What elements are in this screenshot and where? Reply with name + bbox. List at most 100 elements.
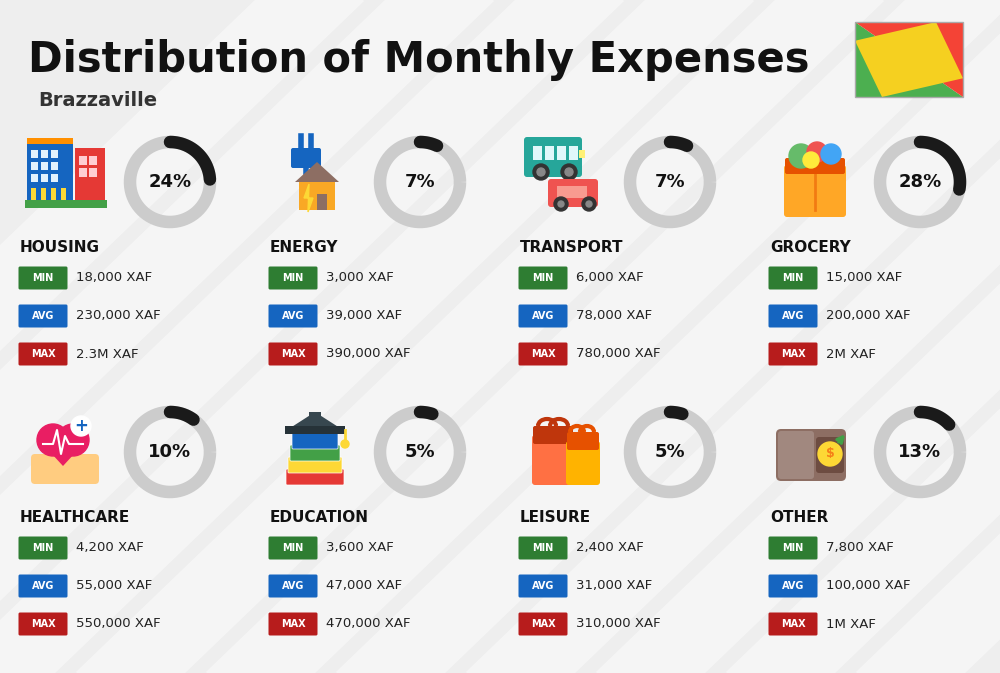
Text: TRANSPORT: TRANSPORT bbox=[520, 240, 624, 255]
FancyBboxPatch shape bbox=[268, 612, 318, 635]
Text: ENERGY: ENERGY bbox=[270, 240, 338, 255]
FancyBboxPatch shape bbox=[268, 267, 318, 289]
Text: 200,000 XAF: 200,000 XAF bbox=[826, 310, 910, 322]
Text: MAX: MAX bbox=[281, 619, 305, 629]
Text: GROCERY: GROCERY bbox=[770, 240, 851, 255]
FancyBboxPatch shape bbox=[518, 612, 568, 635]
FancyBboxPatch shape bbox=[567, 432, 599, 450]
FancyBboxPatch shape bbox=[768, 267, 818, 289]
FancyBboxPatch shape bbox=[533, 146, 542, 160]
FancyBboxPatch shape bbox=[51, 174, 58, 182]
Text: MIN: MIN bbox=[532, 543, 554, 553]
FancyBboxPatch shape bbox=[31, 162, 38, 170]
Text: AVG: AVG bbox=[782, 311, 804, 321]
FancyBboxPatch shape bbox=[524, 137, 582, 177]
FancyBboxPatch shape bbox=[518, 575, 568, 598]
Text: 10%: 10% bbox=[148, 443, 192, 461]
Text: 24%: 24% bbox=[148, 173, 192, 191]
Polygon shape bbox=[287, 412, 343, 430]
Text: 780,000 XAF: 780,000 XAF bbox=[576, 347, 660, 361]
FancyBboxPatch shape bbox=[27, 138, 73, 144]
Text: 15,000 XAF: 15,000 XAF bbox=[826, 271, 902, 285]
FancyBboxPatch shape bbox=[31, 174, 38, 182]
FancyBboxPatch shape bbox=[579, 150, 585, 158]
Circle shape bbox=[537, 168, 545, 176]
FancyBboxPatch shape bbox=[268, 343, 318, 365]
Text: EDUCATION: EDUCATION bbox=[270, 510, 369, 525]
FancyBboxPatch shape bbox=[768, 612, 818, 635]
Polygon shape bbox=[855, 22, 963, 97]
FancyBboxPatch shape bbox=[89, 156, 97, 165]
Polygon shape bbox=[295, 162, 339, 182]
FancyBboxPatch shape bbox=[41, 162, 48, 170]
FancyBboxPatch shape bbox=[31, 454, 99, 484]
Text: MAX: MAX bbox=[531, 349, 555, 359]
Text: 55,000 XAF: 55,000 XAF bbox=[76, 579, 152, 592]
Circle shape bbox=[565, 168, 573, 176]
Text: 470,000 XAF: 470,000 XAF bbox=[326, 618, 411, 631]
Bar bbox=[855, 22, 963, 97]
FancyBboxPatch shape bbox=[18, 304, 68, 328]
Text: MIN: MIN bbox=[282, 273, 304, 283]
Text: 2.3M XAF: 2.3M XAF bbox=[76, 347, 138, 361]
FancyBboxPatch shape bbox=[768, 343, 818, 365]
FancyBboxPatch shape bbox=[51, 150, 58, 158]
FancyBboxPatch shape bbox=[41, 150, 48, 158]
Circle shape bbox=[789, 144, 813, 168]
Polygon shape bbox=[855, 22, 963, 97]
Circle shape bbox=[37, 424, 69, 456]
Text: Distribution of Monthly Expenses: Distribution of Monthly Expenses bbox=[28, 39, 810, 81]
FancyBboxPatch shape bbox=[75, 148, 105, 200]
FancyBboxPatch shape bbox=[784, 165, 846, 217]
Text: AVG: AVG bbox=[32, 311, 54, 321]
Circle shape bbox=[57, 424, 89, 456]
Text: Brazzaville: Brazzaville bbox=[38, 90, 157, 110]
Text: 28%: 28% bbox=[898, 173, 942, 191]
Text: +: + bbox=[74, 417, 88, 435]
FancyBboxPatch shape bbox=[569, 146, 578, 160]
Text: 78,000 XAF: 78,000 XAF bbox=[576, 310, 652, 322]
Text: 2,400 XAF: 2,400 XAF bbox=[576, 542, 644, 555]
FancyBboxPatch shape bbox=[31, 150, 38, 158]
FancyBboxPatch shape bbox=[785, 158, 845, 174]
FancyBboxPatch shape bbox=[317, 194, 327, 210]
Text: 4,200 XAF: 4,200 XAF bbox=[76, 542, 144, 555]
Text: AVG: AVG bbox=[32, 581, 54, 591]
Text: MAX: MAX bbox=[31, 349, 55, 359]
Text: $: $ bbox=[826, 448, 834, 460]
Text: MIN: MIN bbox=[282, 543, 304, 553]
FancyBboxPatch shape bbox=[288, 457, 342, 473]
Circle shape bbox=[821, 144, 841, 164]
FancyBboxPatch shape bbox=[518, 343, 568, 365]
FancyBboxPatch shape bbox=[79, 168, 87, 177]
FancyBboxPatch shape bbox=[41, 174, 48, 182]
Text: AVG: AVG bbox=[532, 581, 554, 591]
Text: 7%: 7% bbox=[405, 173, 435, 191]
Text: MAX: MAX bbox=[31, 619, 55, 629]
Text: 550,000 XAF: 550,000 XAF bbox=[76, 618, 161, 631]
Text: 2M XAF: 2M XAF bbox=[826, 347, 876, 361]
FancyBboxPatch shape bbox=[25, 200, 107, 208]
Polygon shape bbox=[304, 184, 313, 212]
FancyBboxPatch shape bbox=[31, 188, 36, 200]
FancyBboxPatch shape bbox=[51, 188, 56, 200]
Text: MIN: MIN bbox=[782, 543, 804, 553]
Text: HOUSING: HOUSING bbox=[20, 240, 100, 255]
FancyBboxPatch shape bbox=[557, 186, 587, 198]
Circle shape bbox=[807, 142, 827, 162]
Circle shape bbox=[803, 152, 819, 168]
Text: 3,000 XAF: 3,000 XAF bbox=[326, 271, 394, 285]
Text: AVG: AVG bbox=[532, 311, 554, 321]
FancyBboxPatch shape bbox=[548, 179, 598, 207]
FancyBboxPatch shape bbox=[533, 426, 573, 444]
Circle shape bbox=[582, 197, 596, 211]
FancyBboxPatch shape bbox=[18, 343, 68, 365]
Circle shape bbox=[586, 201, 592, 207]
FancyBboxPatch shape bbox=[557, 146, 566, 160]
FancyBboxPatch shape bbox=[776, 429, 846, 481]
FancyBboxPatch shape bbox=[18, 612, 68, 635]
Text: 18,000 XAF: 18,000 XAF bbox=[76, 271, 152, 285]
Text: 310,000 XAF: 310,000 XAF bbox=[576, 618, 661, 631]
FancyBboxPatch shape bbox=[566, 441, 600, 485]
FancyBboxPatch shape bbox=[268, 304, 318, 328]
